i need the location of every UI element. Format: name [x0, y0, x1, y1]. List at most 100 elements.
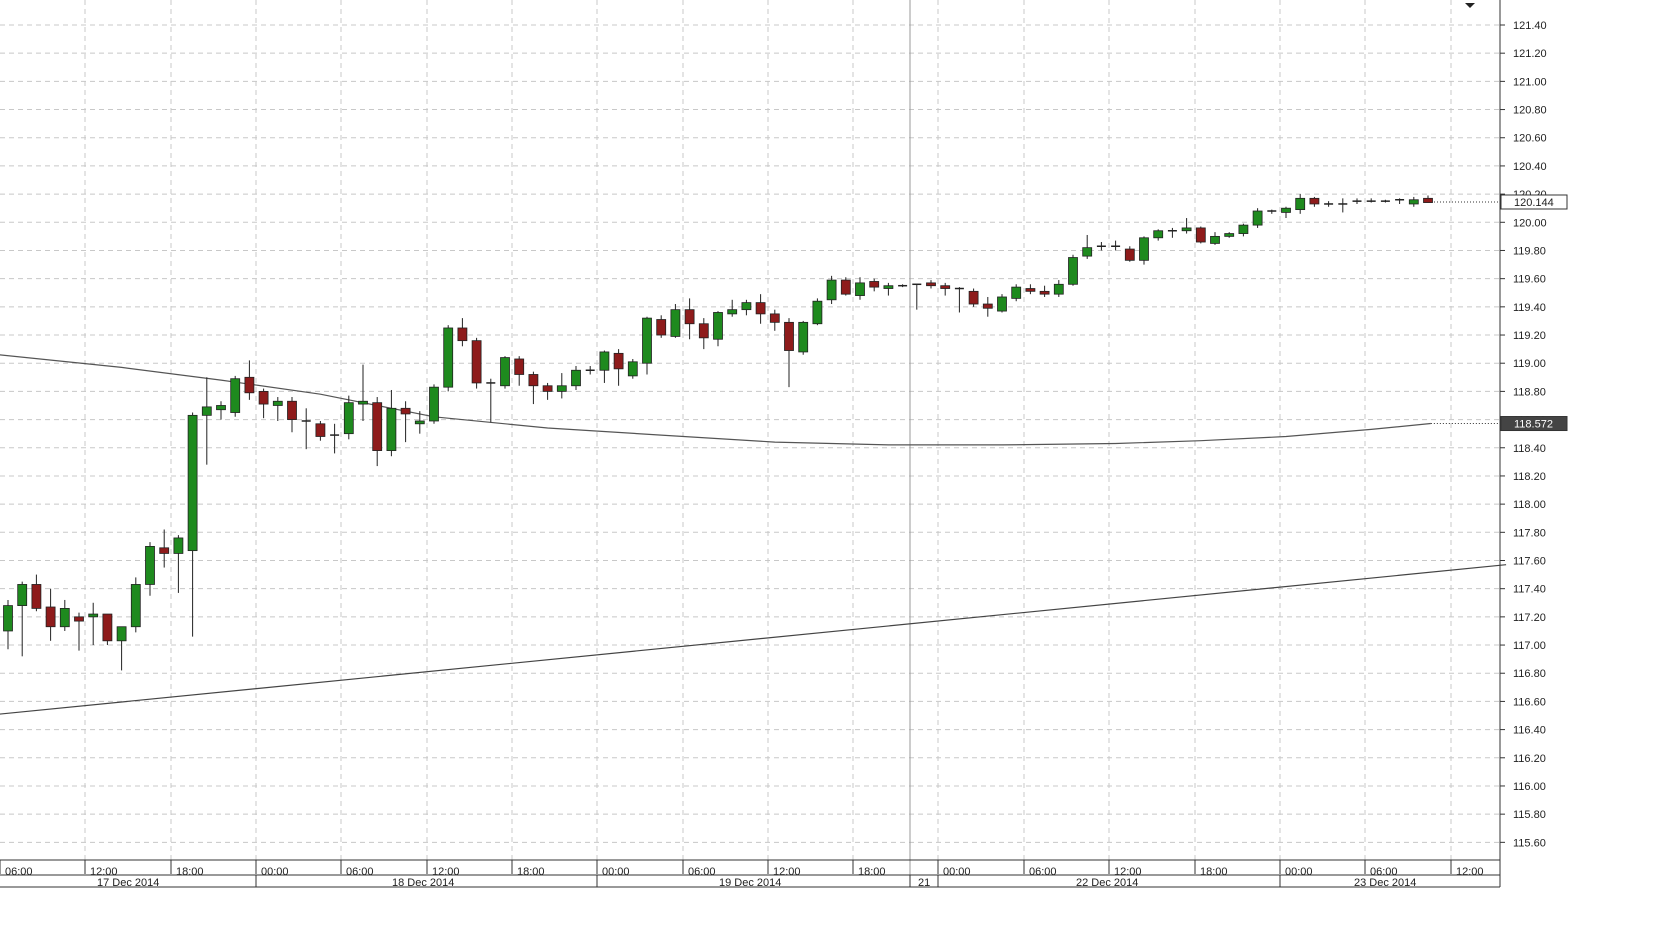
- candle-body: [840, 279, 851, 295]
- candle-body: [1082, 247, 1093, 257]
- candle-body: [1039, 290, 1050, 295]
- x-tick-label: 00:00: [602, 866, 630, 878]
- ma-value-tag: [1500, 416, 1568, 432]
- y-tick-label: 117.80: [1513, 527, 1546, 539]
- candle: [1068, 254, 1078, 286]
- y-tick-label: 119.00: [1513, 358, 1546, 370]
- candle: [840, 277, 851, 296]
- x-tick-label: 18:00: [858, 866, 886, 878]
- candle-body: [173, 537, 184, 554]
- candle-body: [201, 406, 212, 416]
- candle: [713, 311, 723, 347]
- candle-body: [1011, 286, 1022, 299]
- axes: 121.40 121.20 121.00 120.80 120.60 120.40 120.…: [0, 0, 1547, 889]
- candle-body: [272, 400, 283, 406]
- candle: [528, 371, 539, 405]
- candle: [954, 287, 964, 313]
- candle: [287, 397, 297, 433]
- candle: [258, 388, 269, 419]
- candle: [812, 298, 823, 326]
- candle-body: [343, 402, 354, 435]
- candle: [17, 581, 28, 657]
- candle: [443, 325, 454, 392]
- candle: [627, 358, 638, 379]
- date-label: 19 Dec 2014: [719, 877, 781, 889]
- x-tick-label: 06:00: [688, 866, 716, 878]
- candle: [1181, 218, 1192, 234]
- candle-body: [698, 323, 709, 339]
- x-tick-label: 18:00: [517, 866, 545, 878]
- y-tick-label: 120.80: [1513, 105, 1547, 117]
- candle: [216, 401, 226, 420]
- candle-body: [230, 378, 241, 413]
- candle-body: [88, 613, 99, 618]
- x-tick-label: 00:00: [1285, 866, 1313, 878]
- candle: [556, 373, 567, 399]
- candle: [88, 602, 99, 646]
- y-tick-label: 117.00: [1513, 640, 1546, 652]
- candle: [912, 283, 922, 310]
- candle: [741, 299, 752, 316]
- candle: [769, 309, 780, 331]
- y-tick-label: 121.20: [1513, 48, 1547, 60]
- candle-body: [400, 407, 411, 415]
- candle: [414, 411, 425, 434]
- candle: [145, 542, 155, 596]
- y-tick-label: 117.40: [1513, 584, 1546, 596]
- candle: [940, 282, 951, 296]
- y-tick-label: 117.20: [1513, 612, 1546, 624]
- candle: [727, 299, 738, 317]
- candle-body: [514, 358, 525, 375]
- chevron-down-icon: [1465, 3, 1475, 8]
- candle: [1195, 226, 1206, 244]
- candle: [386, 389, 397, 457]
- candle: [1338, 198, 1348, 213]
- candle-body: [1139, 237, 1149, 261]
- candle-body: [571, 369, 581, 387]
- candle: [514, 356, 525, 386]
- candle-body: [1295, 197, 1306, 211]
- current-price-label: 120.144: [1514, 197, 1554, 209]
- current-price-tag: [1500, 194, 1568, 210]
- candle: [755, 294, 766, 324]
- candle: [116, 626, 127, 671]
- candle: [798, 320, 809, 355]
- x-tick-label: 06:00: [346, 866, 374, 878]
- candle: [670, 304, 681, 338]
- candle: [102, 613, 113, 646]
- candle-body: [59, 608, 70, 628]
- candle: [130, 577, 141, 633]
- candle-body: [1224, 233, 1235, 237]
- candle: [1352, 198, 1362, 204]
- candle-body: [1423, 197, 1433, 203]
- candle: [855, 277, 865, 300]
- candle-body: [1053, 283, 1064, 295]
- candle-body: [1068, 257, 1078, 285]
- candle: [1153, 229, 1164, 241]
- candle: [486, 378, 496, 423]
- y-tick-label: 119.60: [1513, 274, 1546, 286]
- candle-body: [684, 309, 695, 325]
- candle-body: [755, 302, 766, 315]
- candle-body: [1238, 224, 1249, 234]
- candle: [500, 356, 510, 389]
- candle-body: [1195, 227, 1206, 243]
- candle: [45, 588, 56, 641]
- candle-body: [1210, 235, 1220, 244]
- candle-body: [812, 300, 823, 325]
- candle: [1295, 194, 1306, 214]
- x-tick-label: 00:00: [261, 866, 289, 878]
- y-tick-label: 115.60: [1513, 837, 1546, 849]
- candle-body: [855, 282, 865, 296]
- candle: [31, 574, 42, 612]
- candle-body: [1408, 199, 1419, 205]
- candle: [599, 350, 610, 383]
- date-label: 23 Dec 2014: [1354, 877, 1416, 889]
- candle: [1252, 208, 1263, 228]
- candle: [1111, 240, 1121, 251]
- candle-body: [1281, 207, 1291, 213]
- candle-body: [556, 385, 567, 392]
- candle-body: [968, 290, 979, 305]
